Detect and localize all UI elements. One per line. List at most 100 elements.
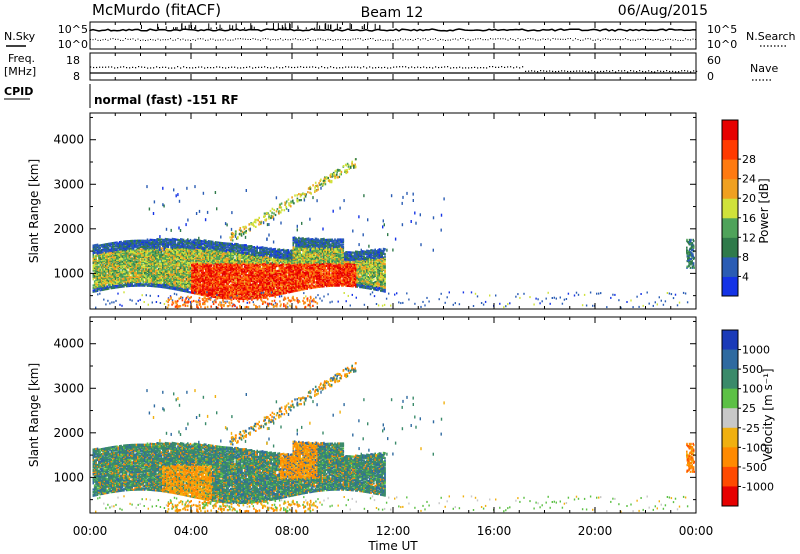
echo-cell [200,254,203,258]
echo-cell [128,262,131,265]
echo-cell [127,241,129,244]
echo-cell [188,241,190,244]
echo-cell [141,242,143,245]
echo-cell [93,285,96,288]
echo-cell [116,281,118,284]
echo-cell [105,274,107,277]
echo-cell [163,272,165,275]
echo-cell [159,272,161,275]
echo-cell [188,251,190,254]
echo-cell [139,263,142,266]
echo-cell [131,276,133,279]
echo-cell [232,256,235,259]
echo-cell [131,262,133,265]
echo-cell [103,274,106,277]
echo-cell [218,291,221,294]
echo-cell [198,245,200,248]
echo-cell [110,285,113,289]
echo-cell [110,254,113,257]
echo-cell [163,270,165,273]
nave-trace-point [609,70,611,72]
echo-cell [220,290,222,293]
nsearch-trace-point [260,39,261,41]
nsearch-trace-point [505,38,506,40]
echo-cell [148,261,150,264]
echo-cell [193,267,196,270]
nsearch-trace-point [442,39,444,41]
echo-cell [193,285,196,289]
echo-cell [137,240,139,244]
echo-cell [105,281,107,285]
echo-cell [212,290,214,293]
echo-cell [207,268,210,271]
nave-trace-point [657,70,659,72]
echo-cell [168,274,171,277]
echo-cell [203,266,206,269]
echo-cell [146,249,149,252]
nave-trace-point [324,67,326,69]
nsearch-trace-point [195,39,196,41]
nsearch-trace-point [532,38,534,40]
echo-cell [170,240,172,243]
echo-cell [167,270,170,273]
echo-cell [139,252,142,255]
echo-cell [187,240,189,243]
echo-cell [178,254,181,257]
echo-cell [120,258,122,261]
echo-cell [149,273,152,276]
echo-cell [191,284,193,287]
nave-trace-point [660,70,662,72]
echo-cell [127,252,129,255]
echo-cell [177,242,179,245]
echo-cell [207,278,210,281]
echo-cell [157,275,160,278]
echo-cell [171,267,174,270]
echo-cell [181,263,183,266]
echo-cell [95,252,97,255]
echo-cell [221,286,224,290]
echo-cell [241,289,243,292]
echo-cell [199,289,202,292]
echo-cell [168,248,171,251]
echo-cell [163,281,165,284]
echo-cell [212,240,214,243]
nave-trace-point [642,70,644,73]
echo-cell [134,273,136,276]
echo-cell [117,258,120,261]
echo-cell [217,291,220,294]
nsearch-trace-point [347,39,349,41]
echo-cell [162,259,164,263]
echo-cell [152,255,154,258]
echo-cell [177,241,179,244]
echo-cell [257,251,260,254]
echo-cell [177,253,179,256]
echo-cell [146,247,149,250]
nsearch-trace-point [137,38,139,40]
echo-cell [205,264,207,267]
echo-cell [250,293,253,296]
echo-cell [175,262,178,265]
echo-cell [189,281,192,284]
echo-cell [159,277,161,280]
echo-cell [205,240,207,243]
echo-cell [117,281,120,284]
echo-cell [125,270,128,273]
nsearch-trace-point [342,39,344,41]
echo-cell [210,270,213,273]
echo-cell [95,251,97,254]
echo-cell [173,270,175,273]
nave-trace-point [522,66,524,68]
echo-cell [156,273,158,276]
echo-cell [109,253,111,256]
echo-cell [132,249,135,252]
echo-cell [156,269,158,272]
echo-cell [199,253,202,256]
echo-cell [153,283,156,287]
echo-cell [110,264,113,267]
echo-cell [149,272,152,275]
echo-cell [188,239,190,243]
echo-cell [106,262,108,266]
echo-cell [123,261,125,264]
nave-trace-point [507,66,509,68]
echo-cell [127,285,129,288]
